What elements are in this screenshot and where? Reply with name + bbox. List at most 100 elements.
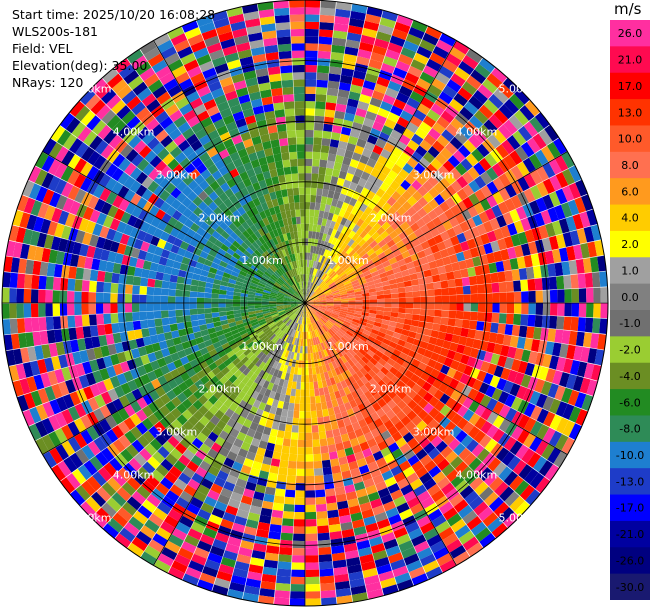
velocity-gate: [294, 308, 301, 314]
velocity-gate: [205, 74, 220, 86]
velocity-gate: [178, 328, 187, 337]
velocity-gate: [479, 254, 489, 266]
velocity-gate: [305, 540, 318, 549]
velocity-gate: [243, 279, 252, 286]
velocity-gate: [389, 283, 398, 290]
velocity-gate: [235, 349, 244, 358]
velocity-gate: [61, 424, 74, 441]
velocity-gate: [290, 303, 298, 306]
velocity-gate: [224, 90, 238, 101]
velocity-gate: [449, 303, 457, 311]
velocity-gate: [226, 362, 236, 371]
velocity-gate: [531, 364, 542, 379]
velocity-gate: [317, 380, 323, 389]
velocity-gate: [277, 130, 288, 140]
velocity-gate: [377, 239, 387, 248]
velocity-gate: [322, 341, 328, 350]
velocity-gate: [432, 453, 445, 466]
velocity-gate: [319, 14, 335, 24]
velocity-gate: [459, 106, 474, 121]
velocity-gate: [295, 360, 299, 368]
velocity-gate: [255, 238, 263, 247]
velocity-gate: [232, 240, 241, 249]
velocity-gate: [440, 364, 450, 375]
velocity-gate: [160, 46, 177, 60]
velocity-gate: [351, 215, 360, 225]
velocity-gate: [343, 53, 357, 63]
velocity-gate: [536, 424, 550, 440]
velocity-gate: [340, 355, 348, 364]
velocity-gate: [125, 321, 134, 332]
velocity-gate: [377, 298, 385, 303]
velocity-gate: [158, 256, 168, 266]
velocity-gate: [228, 278, 237, 285]
velocity-gate: [320, 372, 326, 381]
velocity-gate: [330, 286, 338, 292]
velocity-gate: [376, 294, 385, 300]
velocity-gate: [278, 290, 286, 295]
velocity-gate: [248, 311, 256, 315]
velocity-gate: [401, 329, 410, 337]
velocity-gate: [325, 430, 334, 439]
velocity-gate: [106, 94, 122, 110]
velocity-gate: [396, 282, 405, 289]
velocity-gate: [204, 339, 213, 347]
velocity-gate: [121, 110, 136, 125]
velocity-gate: [187, 394, 198, 405]
velocity-gate: [433, 182, 445, 194]
velocity-gate: [305, 317, 308, 325]
velocity-gate: [254, 307, 263, 311]
velocity-gate: [293, 526, 305, 534]
velocity-gate: [290, 321, 296, 329]
velocity-gate: [555, 188, 568, 205]
velocity-gate: [522, 157, 536, 173]
velocity-gate: [42, 401, 55, 418]
velocity-gate: [403, 103, 417, 116]
velocity-gate: [413, 52, 429, 65]
velocity-gate: [249, 191, 258, 201]
velocity-gate: [299, 274, 302, 282]
velocity-gate: [320, 7, 336, 16]
velocity-gate: [280, 287, 287, 293]
velocity-gate: [484, 438, 498, 453]
velocity-gate: [55, 146, 69, 163]
velocity-gate: [305, 28, 319, 37]
velocity-gate: [364, 574, 380, 586]
velocity-gate: [153, 421, 166, 434]
velocity-gate: [293, 260, 298, 269]
velocity-gate: [417, 207, 428, 218]
velocity-gate: [117, 185, 130, 199]
velocity-gate: [325, 495, 337, 504]
velocity-gate: [296, 282, 300, 290]
velocity-gate: [321, 218, 328, 227]
velocity-gate: [274, 109, 285, 118]
velocity-gate: [296, 260, 300, 268]
velocity-gate: [93, 437, 107, 452]
velocity-gate: [284, 318, 291, 325]
velocity-gate: [154, 350, 164, 360]
velocity-gate: [370, 543, 386, 554]
velocity-gate: [391, 298, 399, 303]
velocity-gate: [397, 287, 406, 293]
velocity-gate: [387, 389, 397, 400]
velocity-gate: [380, 243, 390, 252]
velocity-gate: [262, 310, 271, 315]
velocity-gate: [364, 224, 373, 234]
velocity-gate: [273, 336, 280, 344]
velocity-gate: [186, 91, 200, 104]
velocity-gate: [18, 333, 28, 349]
velocity-gate: [293, 293, 300, 299]
velocity-gate: [437, 428, 450, 441]
velocity-gate: [514, 245, 524, 258]
velocity-gate: [310, 260, 314, 268]
velocity-gate: [86, 165, 99, 181]
velocity-gate: [92, 184, 105, 199]
velocity-gate: [327, 269, 334, 277]
velocity-gate: [44, 386, 56, 402]
velocity-gate: [333, 297, 341, 300]
velocity-gate: [305, 79, 317, 87]
velocity-gate: [262, 426, 272, 436]
velocity-gate: [474, 481, 489, 496]
velocity-gate: [309, 291, 315, 298]
